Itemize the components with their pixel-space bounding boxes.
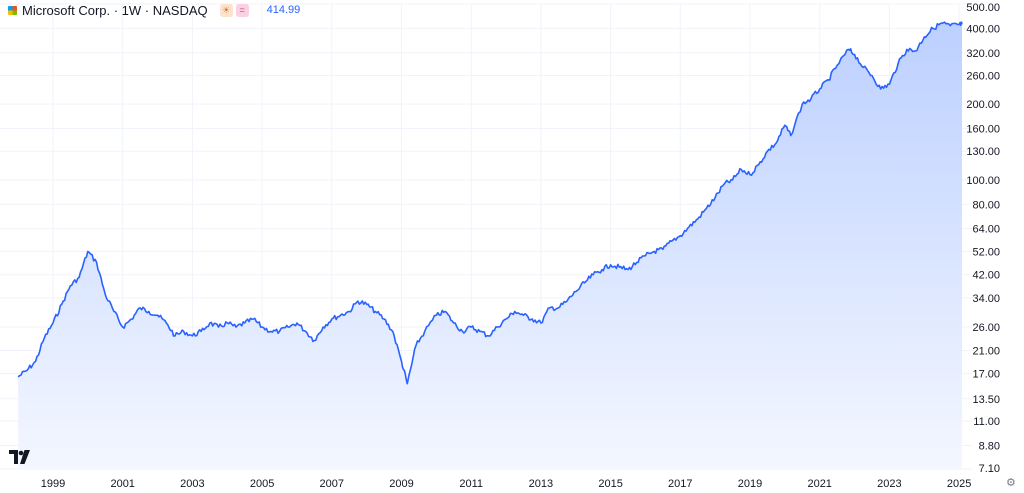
price-area-fill [18,22,963,469]
time-axis[interactable]: 1999 2001 2003 2005 2007 2009 2011 2013 2015 2017… [41,478,972,490]
equals-icon[interactable]: = [235,3,249,17]
y-tick-label: 8.80 [979,441,1000,453]
x-tick-label: 2025 [947,478,971,490]
y-tick-label: 320.00 [966,48,1000,60]
y-tick-label: 7.10 [979,463,1000,475]
x-tick-label: 2017 [668,478,692,490]
x-tick-label: 2023 [877,478,901,490]
y-tick-label: 42.00 [972,270,1000,282]
y-tick-label: 80.00 [972,199,1000,211]
price-axis[interactable]: 500.00 400.00 320.00 260.00 200.00 160.00 130.… [966,2,1000,475]
y-tick-label: 260.00 [966,70,1000,82]
y-tick-label: 64.00 [972,224,1000,236]
x-tick-label: 2009 [389,478,413,490]
x-tick-label: 2015 [598,478,622,490]
y-tick-label: 21.00 [972,345,1000,357]
y-tick-label: 11.00 [973,416,1000,428]
x-tick-label: 2011 [459,478,483,490]
y-tick-label: 100.00 [966,175,1000,187]
sun-icon[interactable]: ☀ [219,3,233,17]
x-tick-label: 2005 [250,478,274,490]
y-tick-label: 17.00 [972,369,1000,381]
y-tick-label: 26.00 [972,322,1000,334]
y-tick-label: 160.00 [966,124,1000,136]
chart-legend-header: Microsoft Corp. · 1W · NASDAQ ☀ = 414.99 [8,2,300,18]
y-tick-label: 200.00 [966,99,1000,111]
y-tick-label: 52.00 [972,246,1000,258]
y-tick-label: 34.00 [972,293,1000,305]
price-line[interactable] [17,21,963,385]
last-price: 414.99 [266,4,301,16]
x-tick-label: 2021 [807,478,831,490]
tradingview-logo-icon[interactable] [9,450,31,464]
microsoft-logo-icon [8,5,17,15]
x-tick-label: 2003 [180,478,204,490]
x-tick-label: 2013 [529,478,553,490]
x-tick-label: 2007 [320,478,344,490]
x-tick-label: 2019 [738,478,762,490]
y-tick-label: 500.00 [966,2,1000,14]
x-tick-label: 2001 [110,478,134,490]
y-tick-label: 130.00 [966,146,1000,158]
symbol-title[interactable]: Microsoft Corp. · 1W · NASDAQ [22,2,208,18]
x-tick-label: 1999 [41,478,65,490]
y-tick-label: 400.00 [966,23,1000,35]
gear-icon[interactable]: ⚙ [1006,477,1016,489]
y-tick-label: 13.50 [972,394,1000,406]
